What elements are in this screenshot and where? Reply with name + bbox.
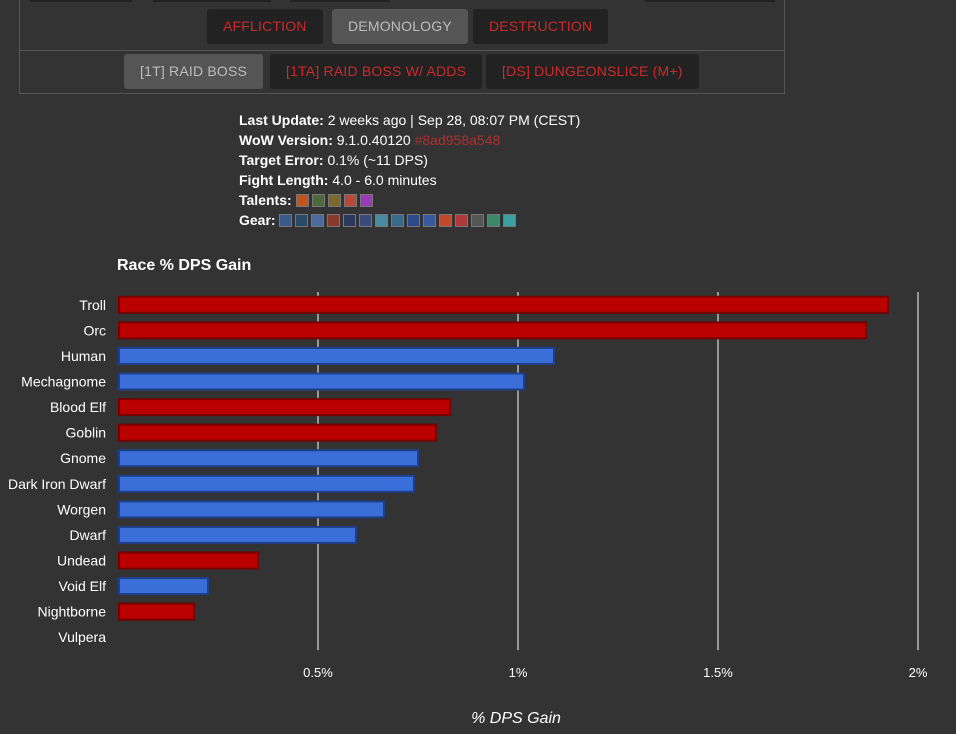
last-update-label: Last Update: xyxy=(239,112,324,128)
gear-item-icon[interactable] xyxy=(455,213,469,227)
gear-row: Gear: xyxy=(239,210,580,230)
fight-button-raid-boss[interactable]: [1T] RAID BOSS xyxy=(124,54,264,89)
bar-dark-iron-dwarf xyxy=(118,474,415,493)
gear-item-icon[interactable] xyxy=(327,213,341,227)
last-update-row: Last Update: 2 weeks ago | Sep 28, 08:07… xyxy=(239,110,580,130)
fight-button-dungeonslice[interactable]: [DS] DUNGEONSLICE (M+) xyxy=(486,54,699,89)
talents-label: Talents: xyxy=(239,192,292,208)
gear-item-icon[interactable] xyxy=(471,213,485,227)
gear-item-icon[interactable] xyxy=(391,213,405,227)
talent-icons xyxy=(295,193,373,207)
category-label: Vulpera xyxy=(58,629,106,645)
gear-item-icon[interactable] xyxy=(439,213,453,227)
target-error-value: 0.1% (~11 DPS) xyxy=(327,152,428,168)
tab-stub[interactable] xyxy=(645,0,775,2)
bar-goblin xyxy=(118,423,437,442)
target-error-row: Target Error: 0.1% (~11 DPS) xyxy=(239,150,580,170)
wow-version-label: WoW Version: xyxy=(239,132,333,148)
gear-item-icon[interactable] xyxy=(375,213,389,227)
gear-item-icon[interactable] xyxy=(359,213,373,227)
wow-version-row: WoW Version: 9.1.0.40120 #8ad958a548 xyxy=(239,130,580,150)
gear-item-icon[interactable] xyxy=(407,213,421,227)
selector-panel xyxy=(19,0,785,94)
gear-item-icon[interactable] xyxy=(311,213,325,227)
fight-length-label: Fight Length: xyxy=(239,172,329,188)
category-label: Orc xyxy=(83,322,106,338)
chart-title: Race % DPS Gain xyxy=(117,257,252,274)
category-label: Mechagnome xyxy=(21,374,106,390)
x-tick-label: 0.5% xyxy=(303,665,333,680)
gear-item-icon[interactable] xyxy=(343,213,357,227)
x-tick-label: 1% xyxy=(509,665,528,680)
fight-length-value: 4.0 - 6.0 minutes xyxy=(332,172,437,188)
x-axis-label: % DPS Gain xyxy=(471,710,561,727)
wow-version-value: 9.1.0.40120 xyxy=(336,132,411,148)
bar-troll xyxy=(118,295,889,314)
bar-nightborne xyxy=(118,602,195,621)
talent-icon[interactable] xyxy=(311,193,325,207)
category-label: Goblin xyxy=(66,425,106,441)
tab-stub[interactable] xyxy=(290,0,390,2)
gear-item-icon[interactable] xyxy=(279,213,293,227)
spec-button-demonology[interactable]: DEMONOLOGY xyxy=(332,9,468,44)
category-label: Troll xyxy=(79,297,106,313)
gear-item-icon[interactable] xyxy=(295,213,309,227)
category-label: Undead xyxy=(57,553,106,569)
x-tick-label: 1.5% xyxy=(703,665,733,680)
category-label: Gnome xyxy=(60,450,106,466)
panel-divider xyxy=(20,50,784,51)
bar-mechagnome xyxy=(118,372,525,391)
talents-row: Talents: xyxy=(239,190,580,210)
sim-info: Last Update: 2 weeks ago | Sep 28, 08:07… xyxy=(239,110,580,230)
category-label: Dwarf xyxy=(69,527,106,543)
category-label: Worgen xyxy=(57,501,106,517)
bar-void-elf xyxy=(118,577,209,596)
tab-stub[interactable] xyxy=(30,0,132,2)
gear-icons xyxy=(279,213,517,227)
last-update-value: 2 weeks ago | Sep 28, 08:07 PM (CEST) xyxy=(327,112,581,128)
tab-stub[interactable] xyxy=(153,0,271,2)
spec-button-destruction[interactable]: DESTRUCTION xyxy=(473,9,609,44)
bar-dwarf xyxy=(118,525,357,544)
gear-item-icon[interactable] xyxy=(503,213,517,227)
fight-length-row: Fight Length: 4.0 - 6.0 minutes xyxy=(239,170,580,190)
category-label: Blood Elf xyxy=(50,399,106,415)
bar-human xyxy=(118,346,555,365)
category-label: Nightborne xyxy=(38,604,107,620)
category-label: Dark Iron Dwarf xyxy=(8,476,106,492)
target-error-label: Target Error: xyxy=(239,152,324,168)
gear-item-icon[interactable] xyxy=(423,213,437,227)
bar-worgen xyxy=(118,500,385,519)
bar-orc xyxy=(118,321,867,340)
talent-icon[interactable] xyxy=(343,193,357,207)
talent-icon[interactable] xyxy=(359,193,373,207)
gear-label: Gear: xyxy=(239,212,276,228)
spec-button-affliction[interactable]: AFFLICTION xyxy=(207,9,323,44)
talent-icon[interactable] xyxy=(295,193,309,207)
wow-version-hash-link[interactable]: #8ad958a548 xyxy=(414,132,501,148)
x-tick-label: 2% xyxy=(909,665,928,680)
gear-item-icon[interactable] xyxy=(487,213,501,227)
bar-undead xyxy=(118,551,259,570)
talent-icon[interactable] xyxy=(327,193,341,207)
fight-button-raid-boss-adds[interactable]: [1TA] RAID BOSS W/ ADDS xyxy=(270,54,483,89)
bar-blood-elf xyxy=(118,398,451,417)
category-label: Human xyxy=(61,348,106,364)
category-label: Void Elf xyxy=(59,578,107,594)
bar-gnome xyxy=(118,449,419,468)
